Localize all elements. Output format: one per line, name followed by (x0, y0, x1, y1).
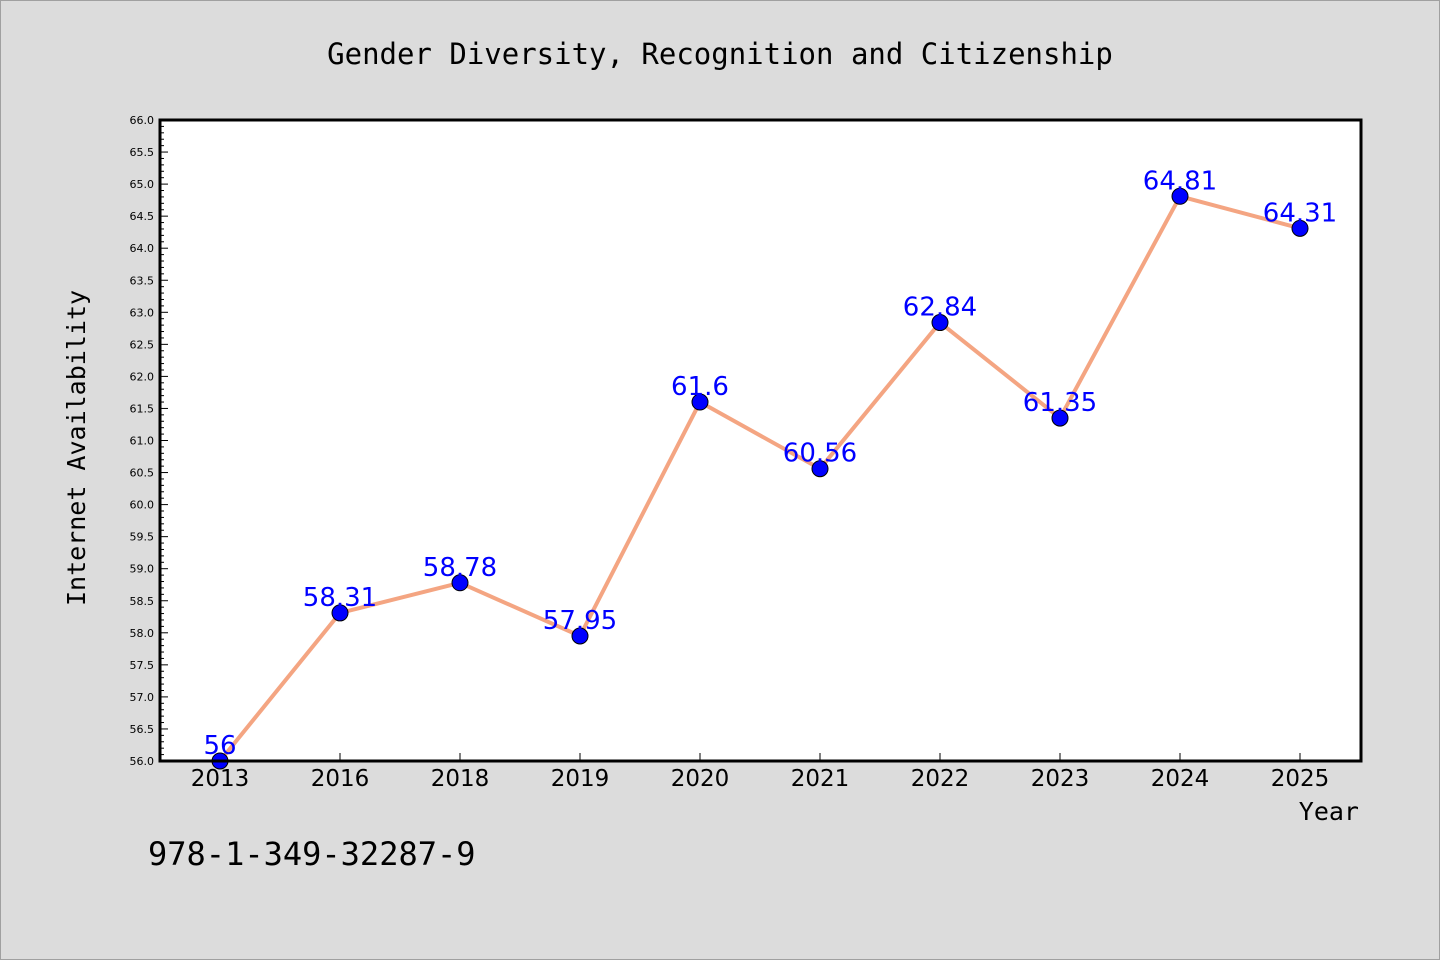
data-point (1171, 187, 1189, 205)
footnote-isbn: 978-1-349-32287-9 (148, 835, 476, 873)
y-tick-label: 62.5 (130, 338, 155, 351)
data-point (1051, 409, 1069, 427)
y-tick-label: 58.0 (130, 627, 155, 640)
data-label: 61.6 (671, 372, 729, 402)
data-point (451, 574, 469, 592)
x-tick-label: 2023 (1031, 766, 1090, 792)
x-tick-label: 2024 (1151, 766, 1210, 792)
y-tick-label: 56.5 (130, 723, 155, 736)
y-tick-label: 59.5 (130, 531, 155, 544)
y-tick-label: 63.5 (130, 274, 155, 287)
y-tick-label: 64.5 (130, 210, 155, 223)
y-tick-label: 57.0 (130, 691, 155, 704)
y-tick-label: 66.0 (130, 114, 155, 127)
data-label: 62.84 (903, 293, 977, 323)
x-tick-label: 2020 (671, 766, 730, 792)
data-label: 64.31 (1263, 198, 1337, 228)
y-tick-label: 65.0 (130, 178, 155, 191)
x-tick-label: 2013 (191, 766, 250, 792)
y-tick-label: 61.5 (130, 402, 155, 415)
y-tick-label: 58.5 (130, 595, 155, 608)
plot-border (158, 118, 1363, 763)
x-axis-ticks: 2013 2016 2018 2019 2020 2021 2022 2023 2024 2025 (191, 753, 1330, 792)
y-tick-label: 60.5 (130, 467, 155, 480)
data-point (571, 627, 589, 645)
data-label: 57.95 (543, 606, 617, 636)
y-tick-label: 57.5 (130, 659, 155, 672)
x-tick-label: 2025 (1271, 766, 1330, 792)
y-tick-label: 56.0 (130, 755, 155, 768)
y-tick-label: 63.0 (130, 306, 155, 319)
data-label: 64.81 (1143, 166, 1217, 196)
data-label: 61.35 (1023, 388, 1097, 418)
data-points (211, 187, 1309, 770)
y-tick-label: 60.0 (130, 499, 155, 512)
y-tick-label: 62.0 (130, 370, 155, 383)
x-tick-label: 2018 (431, 766, 490, 792)
y-tick-label: 61.0 (130, 435, 155, 448)
data-label: 58.78 (423, 553, 497, 583)
data-point (811, 460, 829, 478)
x-tick-label: 2016 (311, 766, 370, 792)
chart-title: Gender Diversity, Recognition and Citize… (327, 37, 1113, 71)
x-axis-label: Year (1299, 797, 1359, 826)
y-axis-label: Internet Availability (62, 290, 91, 606)
data-point (931, 314, 949, 332)
data-label: 60.56 (783, 439, 857, 469)
y-tick-label: 64.0 (130, 242, 155, 255)
plot-area (160, 120, 1361, 761)
x-tick-label: 2019 (551, 766, 610, 792)
x-tick-label: 2021 (791, 766, 850, 792)
y-tick-label: 65.5 (130, 146, 155, 159)
y-tick-label: 59.0 (130, 563, 155, 576)
data-point (1291, 219, 1309, 237)
data-label: 58.31 (303, 583, 377, 613)
data-point (691, 393, 709, 411)
series-line (218, 194, 1301, 763)
data-labels: 56 58.31 58.78 57.95 61.6 60.56 62.84 61.35 64.8… (203, 166, 1337, 761)
data-point (331, 604, 349, 622)
x-tick-label: 2022 (911, 766, 970, 792)
data-label: 56 (203, 731, 236, 761)
